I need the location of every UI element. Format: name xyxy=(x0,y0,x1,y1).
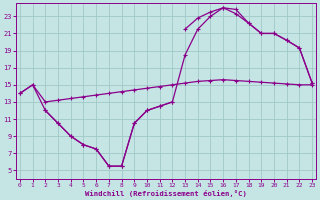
X-axis label: Windchill (Refroidissement éolien,°C): Windchill (Refroidissement éolien,°C) xyxy=(85,190,247,197)
